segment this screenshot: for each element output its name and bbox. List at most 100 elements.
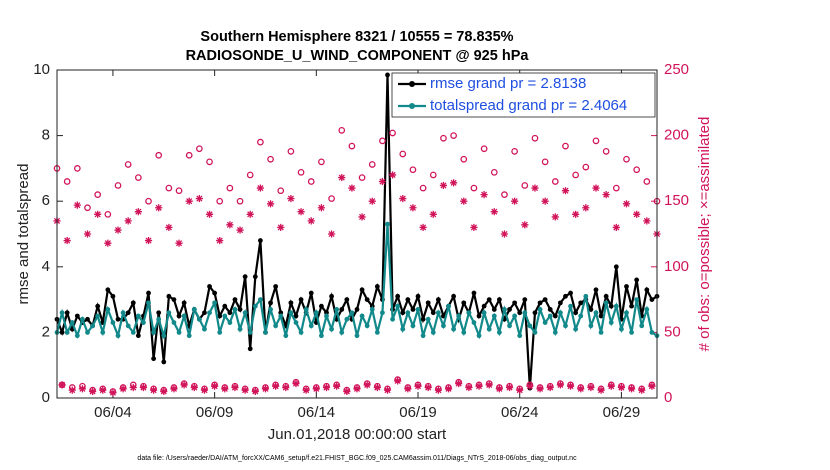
series-dot bbox=[247, 330, 253, 335]
obs-possible bbox=[501, 191, 508, 198]
obs-assimilated bbox=[266, 200, 275, 208]
obs-assimilated bbox=[119, 385, 127, 393]
series-dot bbox=[517, 310, 523, 316]
series-dot bbox=[293, 313, 299, 319]
obs-assimilated bbox=[261, 385, 270, 393]
series-dot bbox=[207, 310, 212, 316]
series-dot bbox=[466, 310, 472, 316]
obs-possible bbox=[623, 155, 630, 163]
obs-possible bbox=[267, 155, 274, 163]
obs-assimilated bbox=[566, 382, 575, 390]
obs-possible bbox=[175, 187, 183, 195]
obs-assimilated bbox=[175, 239, 183, 247]
obs-possible bbox=[145, 197, 152, 205]
series-dot bbox=[329, 326, 334, 332]
obs-possible bbox=[84, 204, 91, 212]
obs-assimilated bbox=[404, 385, 412, 393]
series-dot bbox=[217, 313, 223, 319]
series-dot bbox=[649, 297, 655, 302]
obs-assimilated bbox=[312, 385, 320, 393]
series-dot bbox=[151, 330, 157, 335]
obs-assimilated bbox=[531, 184, 539, 192]
series-dot bbox=[441, 323, 446, 329]
obs-assimilated bbox=[511, 197, 519, 205]
series-dot bbox=[588, 307, 594, 312]
obs-assimilated bbox=[429, 210, 437, 218]
obs-assimilated bbox=[73, 201, 81, 209]
obs-assimilated bbox=[556, 381, 564, 389]
obs-assimilated bbox=[490, 208, 498, 216]
series-dot bbox=[369, 307, 375, 312]
series-dot bbox=[583, 293, 589, 299]
series-dot bbox=[390, 316, 395, 322]
obs-assimilated bbox=[287, 194, 295, 203]
obs-assimilated bbox=[205, 210, 214, 218]
obs-assimilated bbox=[368, 197, 376, 205]
series-dot bbox=[578, 300, 584, 306]
series-dot bbox=[130, 330, 136, 335]
obs-assimilated bbox=[58, 381, 66, 389]
series-dot bbox=[69, 320, 75, 325]
series-dot bbox=[502, 307, 507, 312]
obs-assimilated bbox=[221, 385, 229, 393]
series-dot bbox=[308, 290, 314, 296]
series-dot bbox=[395, 303, 401, 309]
y2-axis-label: # of obs: o=possible; ×=assimilated bbox=[696, 117, 713, 352]
series-dot bbox=[64, 330, 70, 335]
series-dot bbox=[298, 330, 304, 335]
series-dot bbox=[644, 307, 650, 312]
series-dot bbox=[339, 330, 345, 335]
series-dot bbox=[385, 221, 390, 227]
obs-possible bbox=[318, 158, 325, 166]
obs-possible bbox=[226, 184, 234, 192]
x-tick-label: 06/14 bbox=[298, 404, 336, 421]
obs-possible bbox=[338, 127, 346, 134]
obs-assimilated bbox=[338, 173, 346, 182]
series-dot bbox=[268, 307, 273, 312]
series-dot bbox=[573, 326, 579, 332]
series-dot bbox=[629, 330, 634, 335]
obs-assimilated bbox=[292, 379, 300, 388]
obs-possible bbox=[104, 210, 112, 218]
series-dot bbox=[461, 330, 467, 335]
series-dot bbox=[446, 303, 451, 309]
obs-assimilated bbox=[236, 226, 244, 234]
series-dot bbox=[120, 310, 126, 316]
series-dot bbox=[125, 323, 131, 329]
obs-assimilated bbox=[602, 191, 610, 199]
series-dot bbox=[496, 330, 502, 335]
obs-assimilated bbox=[211, 382, 219, 390]
obs-assimilated bbox=[63, 236, 71, 245]
obs-assimilated bbox=[399, 194, 407, 203]
obs-assimilated bbox=[470, 223, 478, 232]
series-dot bbox=[191, 307, 197, 312]
series-dot bbox=[568, 290, 573, 296]
series-dot bbox=[486, 297, 492, 302]
obs-possible bbox=[196, 145, 203, 153]
series-dot bbox=[532, 330, 538, 335]
obs-possible bbox=[114, 182, 122, 189]
obs-possible bbox=[368, 161, 376, 168]
obs-assimilated bbox=[607, 382, 615, 390]
series-dot bbox=[176, 313, 182, 319]
series-dot bbox=[105, 287, 111, 293]
y2-tick-label: 50 bbox=[664, 323, 681, 340]
series-dot bbox=[273, 284, 279, 289]
obs-assimilated bbox=[160, 387, 168, 396]
obs-assimilated bbox=[343, 387, 351, 396]
obs-assimilated bbox=[297, 208, 305, 216]
series-dot bbox=[227, 320, 233, 325]
series-dot bbox=[232, 297, 238, 302]
series-dot bbox=[410, 323, 416, 329]
series-dot bbox=[227, 310, 233, 316]
series-dot bbox=[217, 330, 223, 335]
obs-assimilated bbox=[587, 383, 595, 392]
obs-possible bbox=[470, 184, 478, 192]
obs-assimilated bbox=[424, 383, 432, 392]
obs-possible bbox=[348, 142, 356, 150]
series-dot bbox=[252, 274, 258, 280]
series-dot bbox=[649, 330, 655, 335]
series-dot bbox=[100, 330, 106, 335]
series-dot bbox=[115, 333, 121, 339]
obs-assimilated bbox=[241, 386, 249, 394]
